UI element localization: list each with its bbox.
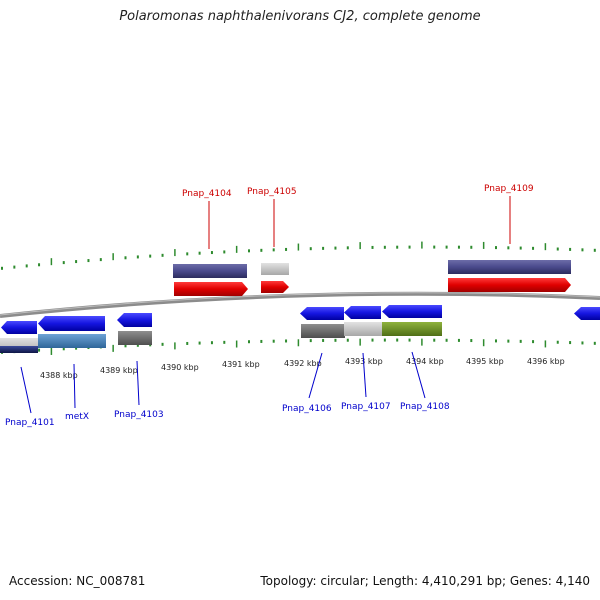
feature-track-bar[interactable] [118, 331, 152, 345]
gene-label-pnap-4106[interactable]: Pnap_4106 [282, 404, 332, 414]
top-label-leaders [208, 196, 511, 249]
gene-arrow-reverse[interactable] [300, 307, 344, 320]
tick-label: 4396 kbp [527, 357, 565, 366]
tick-row-bottom [1, 338, 596, 355]
gene-arrow-reverse[interactable] [574, 307, 600, 320]
gene-label-pnap-4109[interactable]: Pnap_4109 [484, 184, 534, 194]
gene-label-pnap-4105[interactable]: Pnap_4105 [247, 187, 297, 197]
gene-arrow-forward[interactable] [261, 281, 289, 293]
gene-arrow-reverse[interactable] [382, 305, 442, 318]
gene-arrow-reverse[interactable] [38, 316, 105, 331]
feature-track-bar[interactable] [344, 322, 382, 336]
gene-arrow-reverse[interactable] [1, 321, 37, 334]
accession-text: Accession: NC_008781 [9, 574, 146, 588]
tick-label: 4394 kbp [406, 357, 444, 366]
feature-track-bar[interactable] [173, 264, 247, 278]
gene-arrow-reverse[interactable] [344, 306, 381, 319]
gene-arrow-reverse[interactable] [117, 313, 152, 327]
tick-label: 4389 kbp [100, 366, 138, 375]
gene-label-pnap-4101[interactable]: Pnap_4101 [5, 418, 55, 428]
feature-track-bar[interactable] [448, 260, 571, 274]
gene-label-pnap-4103[interactable]: Pnap_4103 [114, 410, 164, 420]
gene-arrow-forward[interactable] [448, 278, 571, 292]
gene-label-metx[interactable]: metX [65, 412, 89, 422]
bottom-gene-labels: Pnap_4101 metX Pnap_4103 Pnap_4106 Pnap_… [5, 402, 450, 428]
gene-label-pnap-4104[interactable]: Pnap_4104 [182, 189, 232, 199]
reverse-features [0, 305, 600, 353]
feature-track-bar[interactable] [38, 334, 106, 348]
gene-arrow-forward[interactable] [174, 282, 248, 296]
tick-label: 4391 kbp [222, 360, 260, 369]
feature-track-bar[interactable] [0, 346, 38, 353]
top-gene-labels: Pnap_4104 Pnap_4105 Pnap_4109 [182, 184, 534, 199]
tick-label: 4395 kbp [466, 357, 504, 366]
topology-text: Topology: circular; Length: 4,410,291 bp… [260, 574, 590, 588]
forward-features [173, 260, 571, 296]
feature-track-bar[interactable] [301, 324, 345, 338]
bottom-label-leaders [20, 351, 426, 414]
tick-label: 4390 kbp [161, 363, 199, 372]
gene-label-pnap-4107[interactable]: Pnap_4107 [341, 402, 391, 412]
feature-track-bar[interactable] [261, 263, 289, 275]
gene-label-pnap-4108[interactable]: Pnap_4108 [400, 402, 450, 412]
tick-row-top [1, 241, 596, 270]
genome-backbone [0, 291, 600, 318]
tick-label: 4388 kbp [40, 371, 78, 380]
map-title: Polaromonas naphthalenivorans CJ2, compl… [119, 9, 481, 24]
tick-label: 4392 kbp [284, 359, 322, 368]
feature-track-bar[interactable] [382, 322, 442, 336]
tick-labels: 4388 kbp 4389 kbp 4390 kbp 4391 kbp 4392… [40, 357, 565, 380]
